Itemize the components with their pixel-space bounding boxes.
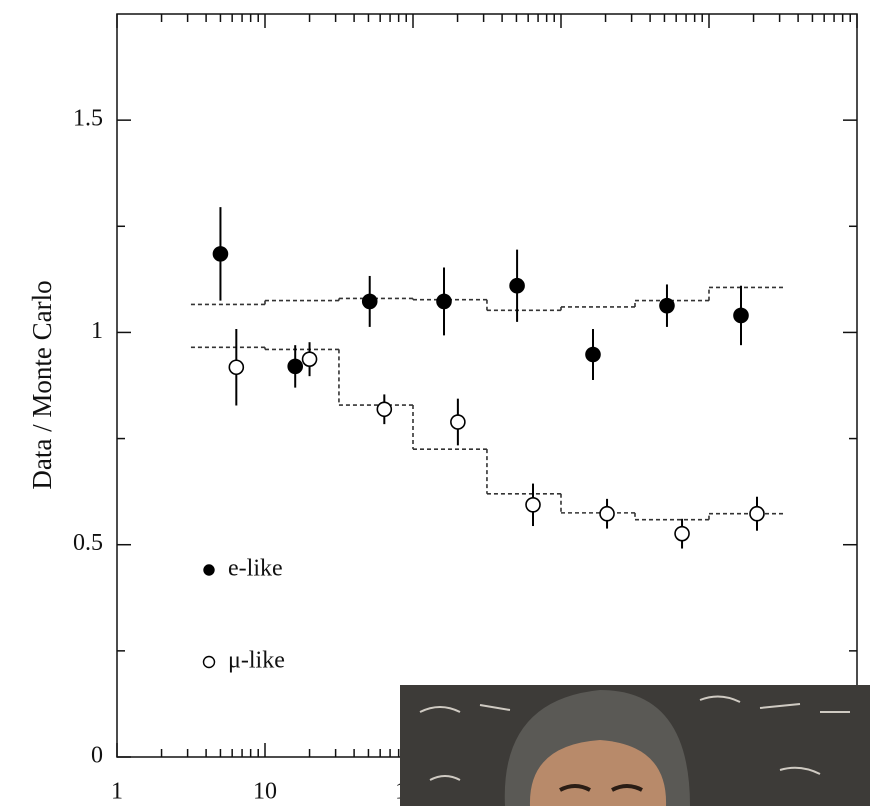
data-point bbox=[287, 358, 304, 375]
plot-frame bbox=[116, 13, 858, 758]
chalk-marks bbox=[419, 695, 850, 781]
data-point bbox=[228, 359, 245, 376]
y-tick-label: 0 bbox=[91, 743, 103, 769]
data-point bbox=[450, 414, 466, 430]
data-point bbox=[509, 277, 525, 294]
data-point bbox=[674, 525, 690, 542]
y-tick-label: 1 bbox=[91, 318, 103, 344]
legend-label: e-like bbox=[228, 556, 283, 582]
photo bbox=[400, 685, 870, 806]
data-point bbox=[361, 293, 378, 310]
data-point bbox=[599, 505, 615, 522]
legend-marker bbox=[202, 655, 216, 669]
data-point bbox=[525, 497, 541, 513]
data-point bbox=[301, 351, 318, 367]
y-axis-label: Data / Monte Carlo bbox=[27, 280, 57, 489]
y-tick-label: 1.5 bbox=[73, 106, 103, 132]
data-point bbox=[733, 307, 749, 324]
legend-marker bbox=[203, 564, 215, 576]
y-tick-label: 0.5 bbox=[73, 530, 103, 556]
data-point bbox=[436, 293, 452, 310]
data-point bbox=[659, 297, 675, 314]
data-point bbox=[376, 401, 393, 418]
data-point bbox=[585, 346, 601, 363]
legend-label: μ-like bbox=[228, 648, 285, 674]
x-tick-label: 10 bbox=[253, 779, 277, 805]
x-tick-label: 1 bbox=[111, 779, 123, 805]
data-point bbox=[749, 505, 765, 522]
eyes bbox=[559, 784, 643, 792]
data-point bbox=[212, 246, 229, 262]
